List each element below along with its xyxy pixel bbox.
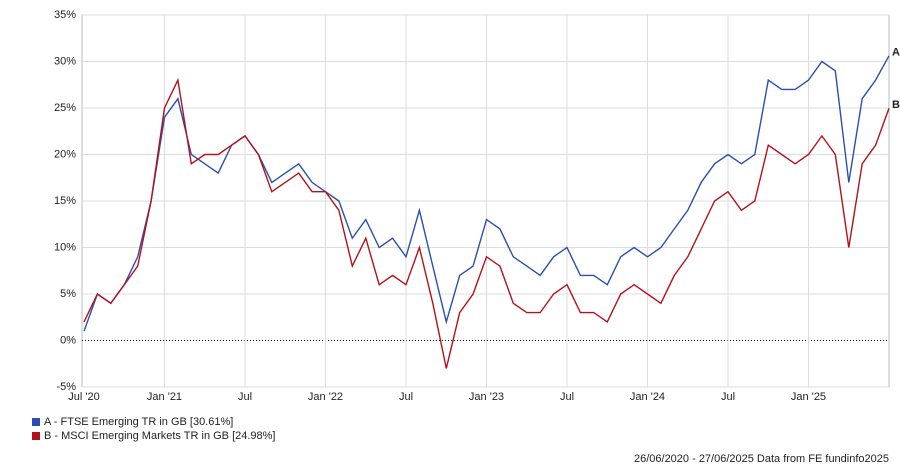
y-tick-label: 20% (54, 148, 76, 160)
x-tick-label: Jan '21 (147, 391, 182, 403)
y-tick-label: -5% (56, 381, 76, 393)
y-tick-label: 30% (54, 55, 76, 67)
y-tick-label: 15% (54, 195, 76, 207)
legend-label: A - FTSE Emerging TR in GB [30.61%] (44, 416, 233, 428)
x-tick-label: Jan '22 (308, 391, 343, 403)
x-tick-label: Jul (721, 391, 735, 403)
y-tick-label: 10% (54, 241, 76, 253)
x-tick-label: Jul '20 (68, 391, 99, 403)
y-tick-label: 25% (54, 102, 76, 114)
y-tick-label: 0% (60, 334, 76, 346)
footer: 26/06/2020 - 27/06/2025 Data from FE fun… (634, 453, 889, 465)
x-tick-label: Jan '25 (791, 391, 826, 403)
x-tick-label: Jan '24 (630, 391, 665, 403)
end-label: B (892, 99, 900, 111)
y-tick-label: 5% (60, 288, 76, 300)
x-tick-label: Jul (560, 391, 574, 403)
end-label: A (892, 47, 900, 59)
y-tick-label: 35% (54, 9, 76, 21)
legend-swatch (32, 432, 40, 440)
x-tick-label: Jan '23 (469, 391, 504, 403)
x-tick-label: Jul (399, 391, 413, 403)
series-line (83, 55, 890, 332)
legend-label: B - MSCI Emerging Markets TR in GB [24.9… (44, 430, 275, 442)
x-tick-label: Jul (238, 391, 252, 403)
series-line (83, 77, 890, 369)
legend-swatch (32, 418, 40, 426)
